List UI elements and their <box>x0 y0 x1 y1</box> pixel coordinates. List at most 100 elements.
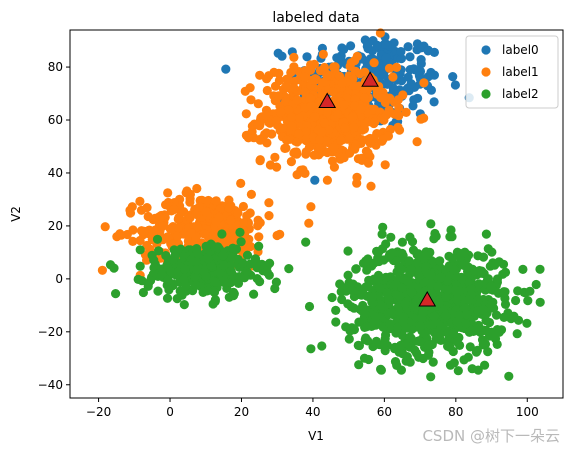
data-point-label1 <box>128 225 138 235</box>
data-point-label1 <box>233 208 243 218</box>
data-point-label2 <box>535 264 545 274</box>
data-point-label1 <box>304 142 315 152</box>
data-point-label1 <box>272 162 282 172</box>
data-point-label2 <box>430 228 440 239</box>
data-point-label1 <box>394 111 404 121</box>
data-point-label1 <box>305 93 315 103</box>
data-point-label1 <box>270 152 280 162</box>
data-point-label2 <box>343 270 353 280</box>
data-point-label2 <box>202 286 212 296</box>
data-point-label1 <box>382 110 392 120</box>
data-point-label1 <box>97 265 107 275</box>
legend-marker-label2 <box>481 89 491 99</box>
plot-frame <box>69 29 564 399</box>
data-point-label1 <box>294 113 304 123</box>
data-point-label2 <box>426 278 436 288</box>
data-point-label1 <box>289 83 299 93</box>
data-point-label2 <box>255 277 265 287</box>
data-point-label1 <box>236 178 246 188</box>
data-point-label2 <box>301 237 311 247</box>
x-tick-label: 40 <box>305 405 320 419</box>
data-point-label2 <box>135 261 145 271</box>
data-point-label0 <box>429 97 439 107</box>
data-point-label1 <box>173 223 183 233</box>
data-point-label2 <box>317 341 327 351</box>
data-point-label2 <box>331 317 341 327</box>
data-point-label1 <box>261 110 271 120</box>
data-point-label1 <box>173 213 184 224</box>
data-point-label1 <box>100 222 110 232</box>
data-point-label2 <box>375 254 385 264</box>
data-point-label1 <box>186 228 196 238</box>
data-point-label2 <box>449 265 459 275</box>
data-point-label1 <box>292 170 302 180</box>
data-point-label2 <box>133 274 143 284</box>
data-point-label1 <box>241 109 251 119</box>
data-point-label2 <box>478 305 488 315</box>
data-point-label2 <box>434 328 444 338</box>
data-point-label1 <box>135 235 145 246</box>
data-point-label1 <box>340 123 350 133</box>
data-point-label1 <box>163 232 173 242</box>
data-point-label2 <box>480 360 490 370</box>
data-point-label2 <box>386 307 396 318</box>
data-point-label2 <box>375 340 385 350</box>
data-point-label2 <box>377 229 387 239</box>
y-tick-label: 20 <box>48 219 63 233</box>
data-point-label1 <box>317 127 327 137</box>
data-point-label1 <box>282 135 292 145</box>
data-point-label1 <box>363 148 373 158</box>
data-point-label1 <box>339 100 349 110</box>
data-point-label1 <box>322 147 332 158</box>
data-point-label2 <box>354 317 364 327</box>
data-point-label2 <box>234 272 244 282</box>
data-point-label1 <box>306 202 316 212</box>
data-point-label2 <box>364 354 374 365</box>
data-point-label2 <box>406 333 416 343</box>
data-point-label1 <box>262 85 272 96</box>
data-point-label2 <box>411 258 421 268</box>
data-point-label1 <box>192 183 202 194</box>
data-point-label1 <box>276 107 286 117</box>
data-point-label1 <box>388 72 398 82</box>
data-point-label2 <box>331 305 341 315</box>
data-point-label0 <box>382 79 392 89</box>
data-point-label1 <box>394 125 405 135</box>
data-point-label1 <box>292 137 302 147</box>
data-point-label2 <box>180 264 190 274</box>
data-point-label2 <box>235 227 245 237</box>
data-point-label2 <box>157 270 167 280</box>
data-point-label2 <box>407 287 417 297</box>
data-point-label1 <box>328 87 338 97</box>
data-point-label2 <box>410 345 420 355</box>
data-point-label2 <box>378 222 388 232</box>
data-point-label1 <box>369 58 379 68</box>
data-point-label2 <box>367 292 377 302</box>
data-point-label2 <box>238 258 248 268</box>
data-point-label2 <box>423 269 433 279</box>
data-point-label2 <box>489 303 499 313</box>
data-point-label1 <box>262 74 272 84</box>
data-point-label2 <box>201 241 211 251</box>
data-point-label2 <box>375 283 385 293</box>
data-point-label2 <box>147 250 157 260</box>
x-tick-label: 0 <box>166 405 174 419</box>
data-point-label1 <box>380 160 390 170</box>
data-point-label2 <box>343 246 353 256</box>
data-point-label2 <box>523 296 533 306</box>
data-point-label2 <box>433 281 443 291</box>
data-point-label2 <box>386 232 396 242</box>
data-point-label2 <box>154 246 164 256</box>
data-point-label2 <box>219 260 229 270</box>
data-point-label2 <box>172 294 182 304</box>
data-point-label2 <box>415 336 425 347</box>
data-point-label2 <box>472 324 482 335</box>
data-point-label2 <box>284 264 294 274</box>
data-point-label2 <box>483 347 493 357</box>
data-point-label1 <box>349 122 359 133</box>
y-tick-label: 0 <box>55 272 63 286</box>
data-point-label1 <box>318 49 328 59</box>
data-point-label1 <box>284 105 294 115</box>
data-point-label2 <box>367 321 377 331</box>
